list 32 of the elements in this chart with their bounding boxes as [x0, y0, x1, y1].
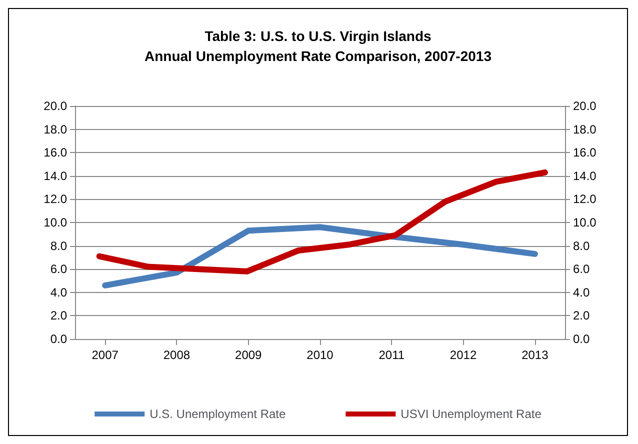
y2-tick-label: 10.0	[573, 216, 597, 230]
x-tick-label: 2008	[163, 348, 190, 362]
y2-tick-label: 16.0	[573, 146, 597, 160]
y2-tick-label: 6.0	[573, 262, 590, 276]
y-tick-label: 10.0	[44, 216, 68, 230]
y2-tick-label: 12.0	[573, 192, 597, 206]
x-tick-label: 2012	[450, 348, 477, 362]
y-tick-label: 16.0	[44, 146, 68, 160]
y2-tick-label: 4.0	[573, 285, 590, 300]
y-tick-label: 4.0	[50, 285, 68, 300]
y2-tick-label: 14.0	[573, 168, 597, 183]
x-tick-label: 2011	[378, 348, 405, 362]
y-tick-label: 0.0	[50, 332, 68, 346]
y-tick-label: 12.0	[44, 192, 68, 206]
y-tick-label: 8.0	[50, 238, 68, 253]
legend-label: U.S. Unemployment Rate	[150, 407, 286, 421]
y2-tick-label: 18.0	[573, 122, 597, 136]
x-tick-label: 2007	[92, 348, 119, 362]
y2-tick-label: 0.0	[573, 332, 590, 346]
y-tick-label: 6.0	[50, 262, 68, 276]
x-tick-label: 2009	[235, 348, 262, 362]
x-tick-label: 2013	[522, 348, 549, 362]
x-tick-label: 2010	[306, 348, 334, 362]
chart-title: Table 3: U.S. to U.S. Virgin Islands Annual Unemployment Rate Comparison, 2007-2013	[144, 28, 492, 64]
y2-tick-label: 2.0	[573, 308, 590, 323]
y2-tick-label: 8.0	[573, 238, 590, 253]
y2-tick-label: 20.0	[573, 99, 597, 113]
y-tick-label: 14.0	[44, 168, 68, 183]
y-tick-label: 18.0	[44, 122, 68, 136]
legend-label: USVI Unemployment Rate	[400, 407, 542, 421]
y-tick-label: 20.0	[44, 99, 68, 113]
y-tick-label: 2.0	[50, 308, 68, 323]
